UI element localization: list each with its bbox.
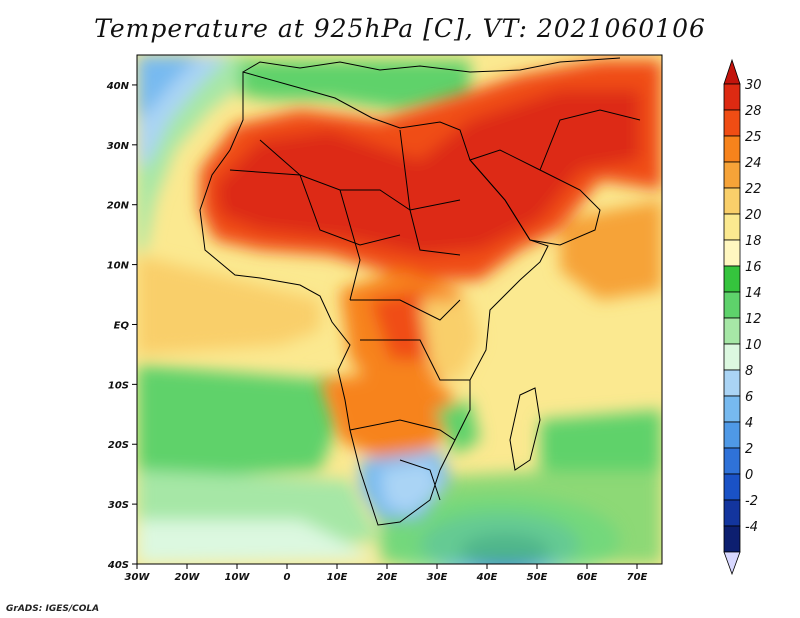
latitude-axis: 40N 30N 20N 10N EQ 10S 20S 30S 40S xyxy=(106,81,137,571)
temperature-field xyxy=(137,55,662,564)
lat-tick-label: 30N xyxy=(107,141,130,152)
lat-tick-label: 40S xyxy=(107,560,129,571)
colorbar-segment xyxy=(723,395,741,423)
lat-tick-label: 20N xyxy=(107,201,130,212)
colorbar-label: -2 xyxy=(745,494,758,509)
colorbar-label: 18 xyxy=(745,234,762,249)
map-title: Temperature at 925hPa [C], VT: 202106010… xyxy=(94,14,706,43)
colorbar-label: 24 xyxy=(745,156,762,171)
lon-tick-label: 70E xyxy=(627,572,648,583)
colorbar-label: 8 xyxy=(745,364,753,379)
colorbar-segment xyxy=(723,473,741,501)
colorbar-label: 4 xyxy=(745,416,753,431)
colorbar-segment xyxy=(723,421,741,449)
lon-tick-label: 10W xyxy=(225,572,251,583)
colorbar-label: 25 xyxy=(745,130,762,145)
colorbar-segment xyxy=(723,525,741,553)
colorbar-segment xyxy=(723,109,741,137)
colorbar-segment xyxy=(723,317,741,345)
colorbar-label: 20 xyxy=(745,208,762,223)
lon-tick-label: 0 xyxy=(284,572,291,583)
colorbar-segment xyxy=(723,447,741,475)
lat-tick-label: 20S xyxy=(108,440,129,451)
colorbar-top-arrow xyxy=(723,58,741,85)
colorbar-segment xyxy=(723,291,741,319)
lon-tick-label: 60E xyxy=(577,572,598,583)
lat-tick-label: 10S xyxy=(108,380,129,391)
lon-tick-label: 30W xyxy=(125,572,151,583)
lon-tick-label: 20E xyxy=(377,572,398,583)
colorbar-segment xyxy=(723,213,741,241)
longitude-axis: 30W 20W 10W 0 10E 20E 30E 40E 50E 60E 70E xyxy=(125,564,648,583)
lon-tick-label: 30E xyxy=(427,572,448,583)
colorbar-segment xyxy=(723,499,741,527)
colorbar-label: 16 xyxy=(745,260,762,275)
colorbar-label: 28 xyxy=(745,104,762,119)
lon-tick-label: 50E xyxy=(527,572,548,583)
colorbar-label: -4 xyxy=(745,520,758,535)
credit-label: GrADS: IGES/COLA xyxy=(6,604,100,614)
colorbar-label: 12 xyxy=(745,312,762,327)
colorbar-label: 2 xyxy=(745,442,753,457)
map-frame xyxy=(136,54,663,565)
colorbar-label: 22 xyxy=(745,182,762,197)
colorbar-segment xyxy=(723,239,741,267)
colorbar-segment xyxy=(723,343,741,371)
lon-tick-label: 40E xyxy=(476,572,498,583)
lat-tick-label: 10N xyxy=(107,261,130,272)
coastlines xyxy=(199,57,641,526)
colorbar-segment xyxy=(723,83,741,111)
colorbar-label: 0 xyxy=(745,468,753,483)
colorbar-bottom-arrow xyxy=(723,551,741,576)
lat-tick-label: 40N xyxy=(106,81,130,92)
lat-tick-label: EQ xyxy=(114,320,130,331)
lon-tick-label: 10E xyxy=(327,572,348,583)
colorbar-segment xyxy=(723,265,741,293)
colorbar-label: 30 xyxy=(745,78,762,93)
colorbar-segment xyxy=(723,187,741,215)
colorbar-segment xyxy=(723,161,741,189)
colorbar-label: 14 xyxy=(745,286,762,301)
colorbar-label: 6 xyxy=(745,390,753,405)
lat-tick-label: 30S xyxy=(108,500,129,511)
lon-tick-label: 20W xyxy=(175,572,201,583)
colorbar-label: 10 xyxy=(745,338,762,353)
colorbar-segment xyxy=(723,135,741,163)
colorbar-segment xyxy=(723,369,741,397)
